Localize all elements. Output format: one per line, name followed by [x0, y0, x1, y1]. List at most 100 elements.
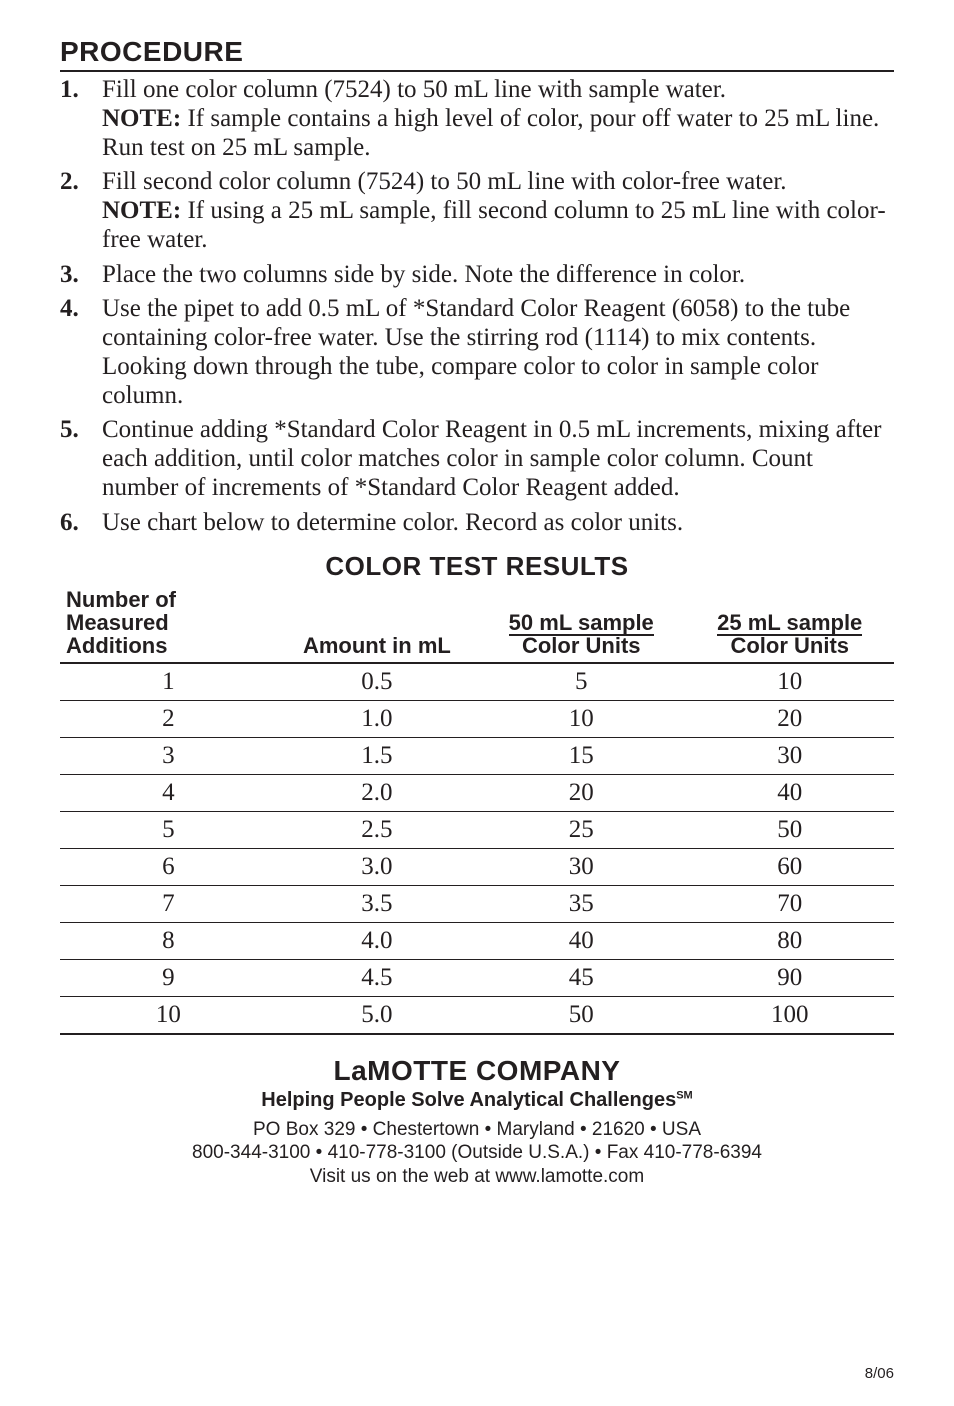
step-text: Fill second color column (7524) to 50 mL… — [102, 168, 787, 195]
col-header-amount: Amount in mL — [277, 588, 477, 662]
table-cell: 30 — [477, 848, 686, 885]
procedure-step: 3. Place the two columns side by side. N… — [60, 261, 894, 290]
table-cell: 20 — [477, 774, 686, 811]
table-row: 94.54590 — [60, 959, 894, 996]
table-cell: 4 — [60, 774, 277, 811]
table-row: 63.03060 — [60, 848, 894, 885]
table-cell: 35 — [477, 885, 686, 922]
table-cell: 5 — [60, 811, 277, 848]
table-cell: 4.5 — [277, 959, 477, 996]
table-cell: 60 — [685, 848, 894, 885]
company-tagline: Helping People Solve Analytical Challeng… — [60, 1089, 894, 1112]
table-cell: 1.5 — [277, 737, 477, 774]
table-cell: 100 — [685, 996, 894, 1034]
note-text: If using a 25 mL sample, fill second col… — [102, 197, 886, 253]
tagline-sm: SM — [676, 1089, 693, 1101]
table-cell: 70 — [685, 885, 894, 922]
table-cell: 2.0 — [277, 774, 477, 811]
step-body: Continue adding *Standard Color Reagent … — [102, 416, 894, 502]
procedure-step: 5. Continue adding *Standard Color Reage… — [60, 416, 894, 502]
step-text: Use chart below to determine color. Reco… — [102, 509, 683, 536]
page-date: 8/06 — [865, 1365, 894, 1382]
step-number: 6. — [60, 509, 102, 538]
table-row: 84.04080 — [60, 922, 894, 959]
table-cell: 3.5 — [277, 885, 477, 922]
table-cell: 90 — [685, 959, 894, 996]
col-header-bottom: Color Units — [483, 634, 680, 657]
step-text: Use the pipet to add 0.5 mL of *Standard… — [102, 295, 850, 408]
table-cell: 45 — [477, 959, 686, 996]
table-row: 105.050100 — [60, 996, 894, 1034]
step-body: Place the two columns side by side. Note… — [102, 261, 894, 290]
table-cell: 40 — [685, 774, 894, 811]
col-header-line: Number of — [66, 588, 271, 611]
table-cell: 15 — [477, 737, 686, 774]
step-body: Use chart below to determine color. Reco… — [102, 509, 894, 538]
step-body: Fill second color column (7524) to 50 mL… — [102, 168, 894, 254]
step-text: Continue adding *Standard Color Reagent … — [102, 416, 881, 501]
procedure-step: 2. Fill second color column (7524) to 50… — [60, 168, 894, 254]
table-row: 31.51530 — [60, 737, 894, 774]
section-heading: PROCEDURE — [60, 36, 894, 68]
table-cell: 8 — [60, 922, 277, 959]
table-head: Number of Measured Additions Amount in m… — [60, 588, 894, 662]
table-cell: 80 — [685, 922, 894, 959]
col-header-line: Additions — [66, 634, 271, 657]
note-label: NOTE: — [102, 197, 181, 224]
note-text: If sample contains a high level of color… — [102, 105, 879, 161]
step-number: 5. — [60, 416, 102, 502]
table-row: 52.52550 — [60, 811, 894, 848]
table-row: 21.01020 — [60, 700, 894, 737]
table-cell: 1.0 — [277, 700, 477, 737]
table-cell: 1 — [60, 663, 277, 701]
col-header-line: Amount in mL — [283, 634, 471, 657]
step-body: Fill one color column (7524) to 50 mL li… — [102, 76, 894, 162]
step-number: 1. — [60, 76, 102, 162]
table-cell: 5 — [477, 663, 686, 701]
step-number: 4. — [60, 295, 102, 410]
table-cell: 2 — [60, 700, 277, 737]
table-cell: 6 — [60, 848, 277, 885]
table-cell: 3 — [60, 737, 277, 774]
table-row: 73.53570 — [60, 885, 894, 922]
table-cell: 5.0 — [277, 996, 477, 1034]
col-header-bottom: Color Units — [691, 634, 888, 657]
step-text: Fill one color column (7524) to 50 mL li… — [102, 76, 726, 103]
procedure-step: 1. Fill one color column (7524) to 50 mL… — [60, 76, 894, 162]
procedure-list: 1. Fill one color column (7524) to 50 mL… — [60, 76, 894, 537]
table-row: 42.02040 — [60, 774, 894, 811]
table-cell: 10 — [685, 663, 894, 701]
company-name: LaMOTTE COMPANY — [60, 1055, 894, 1087]
col-header-line: Measured — [66, 611, 271, 634]
table-cell: 30 — [685, 737, 894, 774]
col-header-additions: Number of Measured Additions — [60, 588, 277, 662]
results-table: Number of Measured Additions Amount in m… — [60, 588, 894, 1034]
table-body: 10.551021.0102031.5153042.0204052.525506… — [60, 663, 894, 1034]
col-header-50ml: 50 mL sample Color Units — [477, 588, 686, 662]
table-cell: 20 — [685, 700, 894, 737]
step-number: 3. — [60, 261, 102, 290]
table-cell: 3.0 — [277, 848, 477, 885]
table-row: 10.5510 — [60, 663, 894, 701]
contact-line: 800-344-3100 • 410-778-3100 (Outside U.S… — [192, 1142, 762, 1163]
table-cell: 4.0 — [277, 922, 477, 959]
col-header-25ml: 25 mL sample Color Units — [685, 588, 894, 662]
table-cell: 25 — [477, 811, 686, 848]
table-cell: 2.5 — [277, 811, 477, 848]
table-cell: 0.5 — [277, 663, 477, 701]
page: PROCEDURE 1. Fill one color column (7524… — [0, 0, 954, 1406]
procedure-step: 6. Use chart below to determine color. R… — [60, 509, 894, 538]
table-cell: 50 — [685, 811, 894, 848]
tagline-text: Helping People Solve Analytical Challeng… — [261, 1089, 676, 1111]
table-cell: 10 — [477, 700, 686, 737]
step-number: 2. — [60, 168, 102, 254]
company-contact: PO Box 329 • Chestertown • Maryland • 21… — [60, 1118, 894, 1189]
table-cell: 10 — [60, 996, 277, 1034]
note-label: NOTE: — [102, 105, 181, 132]
step-text: Place the two columns side by side. Note… — [102, 261, 745, 288]
table-cell: 7 — [60, 885, 277, 922]
heading-rule — [60, 70, 894, 72]
table-cell: 50 — [477, 996, 686, 1034]
contact-line: Visit us on the web at www.lamotte.com — [310, 1166, 644, 1187]
contact-line: PO Box 329 • Chestertown • Maryland • 21… — [253, 1119, 701, 1140]
